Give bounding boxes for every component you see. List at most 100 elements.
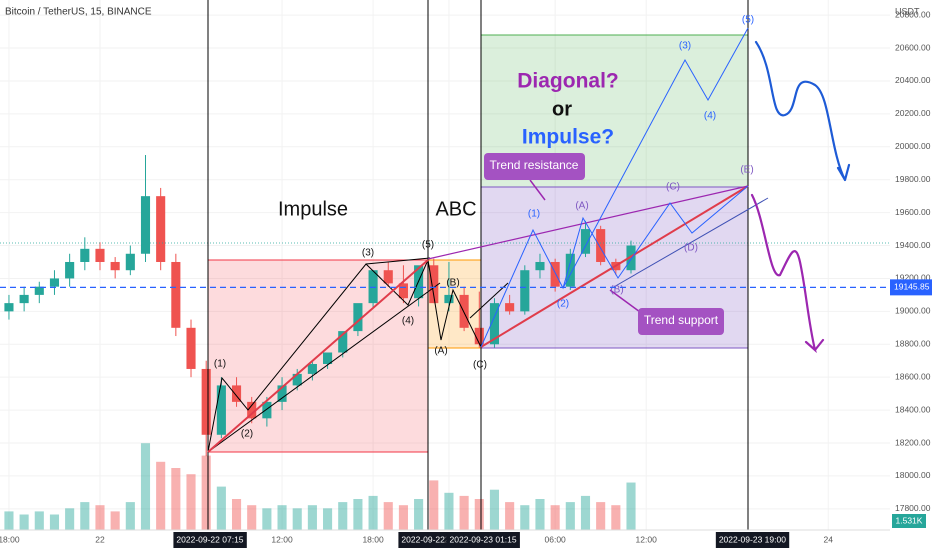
y-tick-label: 19000.00 xyxy=(895,306,931,316)
x-tick-label: 24 xyxy=(824,534,834,544)
volume-bar xyxy=(474,499,484,530)
volume-bar xyxy=(505,502,515,530)
x-tick-label: 2022-09-22 07:15 xyxy=(176,534,243,544)
wave-label: (A) xyxy=(434,346,447,357)
callout-box xyxy=(638,308,724,335)
label-diagonal: Diagonal? xyxy=(517,70,619,93)
volume-bar xyxy=(596,502,606,530)
y-tick-label: 19600.00 xyxy=(895,207,931,217)
x-tick-highlight xyxy=(446,532,520,548)
x-tick-label: 12:00 xyxy=(636,534,658,544)
volume-bar xyxy=(171,468,181,530)
wave-label: (D) xyxy=(684,243,698,254)
candle-body xyxy=(353,303,363,332)
volume-bar xyxy=(140,443,151,530)
volume-bar xyxy=(429,480,439,530)
y-tick-label: 17800.00 xyxy=(895,503,931,513)
candle-body xyxy=(19,294,29,304)
y-tick-label: 18600.00 xyxy=(895,371,931,381)
x-tick-label: 2022-09-23 19:00 xyxy=(719,534,786,544)
candle-body xyxy=(307,364,317,374)
wave-label: (E) xyxy=(740,165,753,176)
y-tick-label: 20800.00 xyxy=(895,9,931,19)
candle-body xyxy=(201,368,211,435)
volume-bar xyxy=(216,486,226,530)
callout-pointer xyxy=(529,179,546,201)
x-tick-label: 22 xyxy=(95,534,105,544)
candle-body xyxy=(383,270,393,284)
x-tick-label: 06:00 xyxy=(545,534,567,544)
volume-bar xyxy=(125,502,135,530)
x-tick-highlight xyxy=(398,532,449,548)
volume-bar xyxy=(34,511,44,530)
label-abc: ABC xyxy=(435,198,476,220)
impulse-waves xyxy=(207,259,429,453)
wave-label: (2) xyxy=(557,299,569,310)
trend-line xyxy=(480,185,749,348)
y-tick-label: 19800.00 xyxy=(895,174,931,184)
wave-labels: (1) (2) (3) (4) (5) (A) (B) (C) (1) (2) (A) (B) (C) (… xyxy=(214,15,754,440)
channel-line xyxy=(469,282,509,319)
impulse-projection xyxy=(562,27,749,289)
volume-bar xyxy=(307,505,317,530)
candle-body xyxy=(520,270,530,312)
currency: USDT xyxy=(895,6,920,16)
wave-label: (4) xyxy=(704,111,716,122)
volume-bar xyxy=(201,455,211,530)
annotations: Impulse ABC Diagonal? or Impulse? Trend … xyxy=(278,70,724,335)
volume-bar xyxy=(520,505,530,530)
volume-bar xyxy=(444,492,454,530)
hand-arrow-purple xyxy=(750,193,825,354)
x-tick-label: 12:00 xyxy=(271,534,293,544)
y-tick-label: 20200.00 xyxy=(895,108,931,118)
volume-label-box xyxy=(892,514,926,528)
trend-line xyxy=(207,259,429,453)
volume-bar xyxy=(580,495,591,530)
diagonal-waves xyxy=(480,185,749,348)
candle-body xyxy=(216,385,226,435)
volume-bar xyxy=(95,505,105,530)
candle-body xyxy=(186,327,196,369)
volume-bar xyxy=(323,508,333,530)
wave-label: (B) xyxy=(610,285,623,296)
abc-waves xyxy=(427,259,482,348)
wave-label: (4) xyxy=(402,316,414,327)
annotation-boxes xyxy=(207,34,749,453)
volume-bar xyxy=(156,461,166,530)
wave-label: (5) xyxy=(742,15,754,26)
y-tick-label: 20400.00 xyxy=(895,75,931,85)
volume-bar xyxy=(368,495,378,530)
wave-label: (B) xyxy=(446,278,459,289)
label-impulse-q: Impulse? xyxy=(522,126,614,149)
volume-bar xyxy=(4,511,14,530)
volume-bar xyxy=(565,502,575,530)
volume-bar xyxy=(231,499,242,530)
candle-body xyxy=(338,331,348,353)
x-tick-label: 18:00 xyxy=(0,534,20,544)
candle-body xyxy=(140,196,151,254)
candle-body xyxy=(156,196,166,262)
wave-label: (2) xyxy=(241,429,253,440)
callout-text: Trend resistance xyxy=(490,158,579,172)
candle-body xyxy=(125,253,135,271)
wave-label: (C) xyxy=(666,182,680,193)
axes: 17800.00 18000.00 18200.00 18400.00 18600.00… xyxy=(0,9,931,548)
volume-bar xyxy=(489,489,500,530)
y-tick-label: 20600.00 xyxy=(895,42,931,52)
y-tick-label: 18800.00 xyxy=(895,339,931,349)
volume-bar xyxy=(262,508,272,530)
wave-label: (1) xyxy=(214,359,226,370)
volume-bar xyxy=(186,474,196,530)
volume-bar xyxy=(80,502,90,530)
y-tick-label: 20000.00 xyxy=(895,141,931,151)
candle-body xyxy=(596,229,606,262)
candle-body xyxy=(292,373,302,386)
volume-bar xyxy=(292,508,302,530)
callout-text: Trend support xyxy=(644,313,719,327)
candle-body xyxy=(95,248,105,262)
candle-body xyxy=(580,229,591,254)
chart-title: Bitcoin / TetherUS, 15, BINANCE xyxy=(5,7,152,18)
volume-bar xyxy=(398,505,408,530)
candle-body xyxy=(247,401,257,419)
volume-bar xyxy=(611,505,621,530)
